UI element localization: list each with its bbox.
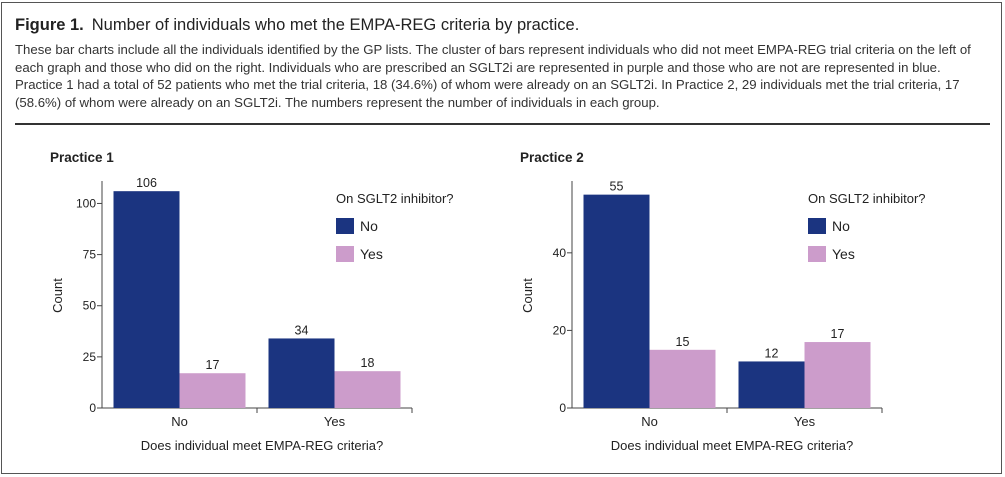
y-axis-label: Count — [520, 278, 535, 313]
x-tick-label: Yes — [324, 414, 346, 429]
caption-divider — [15, 123, 990, 125]
figure-description: These bar charts include all the individ… — [15, 42, 971, 110]
y-tick-label: 0 — [89, 401, 96, 415]
legend-title: On SGLT2 inhibitor? — [336, 191, 454, 206]
legend-label-no: No — [360, 218, 378, 234]
x-tick-label: No — [171, 414, 188, 429]
legend-title: On SGLT2 inhibitor? — [808, 191, 926, 206]
bar-value-label: 106 — [136, 176, 157, 190]
legend-label-yes: Yes — [832, 246, 855, 262]
bar-yes-no — [738, 361, 805, 408]
y-tick-label: 50 — [83, 299, 97, 313]
bar-yes-yes — [804, 342, 871, 408]
bar-value-label: 12 — [765, 346, 779, 360]
figure-title: Number of individuals who met the EMPA-R… — [91, 16, 580, 34]
legend-swatch-yes — [808, 246, 826, 262]
legend-label-yes: Yes — [360, 246, 383, 262]
practice-1-chart: Practice 1 0 25 50 75 100 Count 106 17 No 34 18 Yes D… — [50, 150, 454, 453]
legend-swatch-no — [808, 218, 826, 234]
y-tick-label: 20 — [553, 323, 567, 337]
y-tick-label: 100 — [76, 196, 96, 210]
bar-value-label: 18 — [361, 356, 375, 370]
bar-value-label: 15 — [676, 335, 690, 349]
y-tick-label: 40 — [553, 246, 567, 260]
bar-no-yes — [179, 373, 246, 408]
bar-yes-yes — [334, 371, 401, 408]
bar-yes-no — [268, 338, 335, 408]
figure-title-line: Figure 1. Number of individuals who met t… — [15, 15, 990, 35]
x-tick-label: Yes — [794, 414, 816, 429]
bar-value-label: 17 — [831, 327, 845, 341]
chart-title: Practice 1 — [50, 150, 114, 165]
bar-no-no — [113, 191, 180, 408]
chart-title: Practice 2 — [520, 150, 584, 165]
y-tick-label: 25 — [83, 350, 97, 364]
bar-no-yes — [649, 349, 716, 408]
bar-no-no — [583, 194, 650, 408]
x-axis-label: Does individual meet EMPA-REG criteria? — [611, 438, 854, 453]
figure-label: Figure 1. — [15, 16, 84, 34]
y-tick-label: 75 — [83, 248, 97, 262]
figure-caption: Figure 1. Number of individuals who met t… — [15, 15, 990, 111]
bar-value-label: 55 — [610, 180, 624, 194]
y-axis-label: Count — [50, 278, 65, 313]
practice-2-chart: Practice 2 0 20 40 Count 55 15 No 12 17 Yes Does in… — [520, 150, 926, 453]
legend-swatch-yes — [336, 246, 354, 262]
x-axis-label: Does individual meet EMPA-REG criteria? — [141, 438, 384, 453]
x-tick-label: No — [641, 414, 658, 429]
y-tick-label: 0 — [559, 401, 566, 415]
bar-value-label: 34 — [295, 323, 309, 337]
legend-swatch-no — [336, 218, 354, 234]
bar-value-label: 17 — [206, 358, 220, 372]
legend-label-no: No — [832, 218, 850, 234]
